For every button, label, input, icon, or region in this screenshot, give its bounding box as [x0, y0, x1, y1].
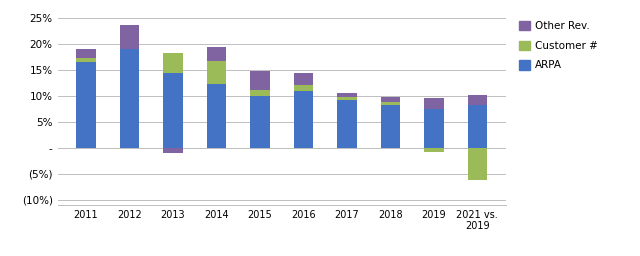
Bar [76, 58, 95, 62]
Bar [424, 148, 444, 152]
Bar [207, 47, 226, 61]
Bar [163, 53, 182, 72]
Bar [381, 102, 400, 105]
Bar [76, 49, 95, 58]
Bar [163, 72, 182, 148]
Bar [424, 109, 444, 148]
Bar [337, 93, 356, 98]
Bar [294, 91, 313, 148]
Bar [468, 105, 487, 148]
Bar [207, 84, 226, 148]
Bar [120, 25, 139, 49]
Bar [337, 100, 356, 148]
Bar [76, 62, 95, 148]
Bar [294, 86, 313, 91]
Bar [468, 148, 487, 180]
Bar [207, 61, 226, 84]
Bar [250, 71, 269, 90]
Bar [381, 105, 400, 148]
Bar [250, 90, 269, 97]
Bar [337, 98, 356, 100]
Bar [163, 148, 182, 153]
Bar [381, 97, 400, 102]
Bar [250, 97, 269, 148]
Bar [424, 99, 444, 109]
Bar [294, 72, 313, 86]
Legend: Other Rev., Customer #, ARPA: Other Rev., Customer #, ARPA [515, 17, 602, 74]
Bar [120, 49, 139, 148]
Bar [468, 95, 487, 105]
